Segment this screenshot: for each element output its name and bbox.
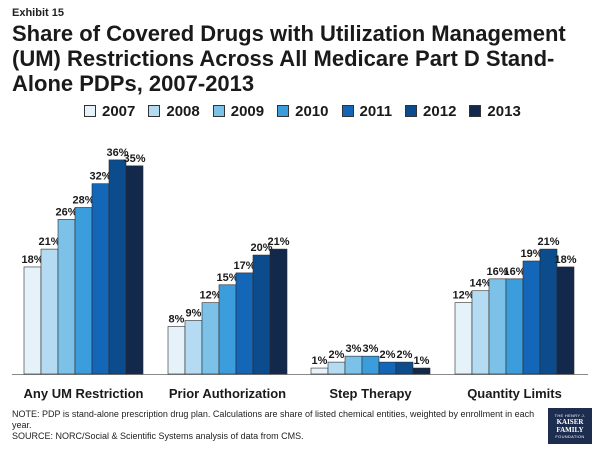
legend-item-2010: 2010 bbox=[277, 102, 329, 120]
data-label: 15% bbox=[216, 272, 238, 284]
legend-label: 2007 bbox=[102, 102, 136, 120]
legend-label: 2008 bbox=[166, 102, 200, 120]
bar-2010-2 bbox=[361, 355, 380, 375]
kff-logo: THE HENRY J. KAISER FAMILY FOUNDATION bbox=[548, 408, 592, 444]
data-label: 2% bbox=[397, 349, 413, 361]
bar-2011-1 bbox=[235, 272, 254, 375]
legend: 2007 2008 2009 2010 2011 2012 2013 bbox=[84, 101, 521, 121]
legend-item-2013: 2013 bbox=[469, 102, 521, 120]
data-label: 28% bbox=[72, 194, 94, 206]
bar-2013-1 bbox=[269, 248, 288, 375]
bar-2009-2 bbox=[344, 355, 363, 375]
legend-swatch bbox=[212, 105, 225, 117]
legend-item-2007: 2007 bbox=[84, 103, 135, 120]
bar-2013-2 bbox=[412, 367, 431, 375]
data-label: 16% bbox=[503, 266, 525, 278]
bar-2007-2 bbox=[310, 367, 329, 375]
bar-2011-0 bbox=[91, 183, 110, 375]
category-label: Quantity Limits bbox=[467, 386, 562, 401]
bar-2009-0 bbox=[57, 219, 76, 375]
data-label: 14% bbox=[469, 278, 491, 290]
legend-label: 2011 bbox=[359, 102, 393, 120]
bar-2008-3 bbox=[471, 290, 490, 375]
bar-2011-2 bbox=[378, 361, 397, 375]
legend-swatch bbox=[148, 105, 161, 117]
bar-2008-0 bbox=[40, 248, 59, 375]
data-label: 19% bbox=[520, 248, 542, 260]
data-label: 17% bbox=[233, 260, 255, 272]
bar-2012-1 bbox=[252, 254, 271, 375]
bar-2012-3 bbox=[539, 248, 558, 375]
bar-2013-3 bbox=[556, 266, 575, 375]
bar-2009-1 bbox=[201, 302, 220, 375]
bar-2008-1 bbox=[184, 320, 203, 375]
bar-2013-0 bbox=[125, 165, 144, 375]
data-label: 35% bbox=[123, 153, 145, 165]
data-label: 1% bbox=[312, 355, 328, 367]
source-text: SOURCE: NORC/Social & Scientific Systems… bbox=[12, 431, 304, 441]
data-label: 21% bbox=[267, 236, 289, 248]
legend-item-2008: 2008 bbox=[148, 102, 200, 120]
data-label: 36% bbox=[106, 147, 128, 159]
legend-swatch bbox=[84, 105, 96, 117]
data-label: 21% bbox=[38, 236, 60, 248]
legend-label: 2010 bbox=[295, 102, 329, 120]
data-label: 12% bbox=[199, 290, 221, 302]
exhibit-label: Exhibit 15 bbox=[12, 7, 64, 19]
category-label: Any UM Restriction bbox=[24, 386, 144, 401]
legend-item-2009: 2009 bbox=[212, 102, 265, 120]
category-label: Step Therapy bbox=[329, 386, 412, 401]
legend-label: 2012 bbox=[423, 102, 457, 120]
data-label: 20% bbox=[250, 242, 272, 254]
legend-swatch bbox=[469, 105, 482, 117]
legend-swatch bbox=[277, 105, 290, 117]
data-label: 1% bbox=[414, 355, 430, 367]
bar-2010-1 bbox=[218, 284, 237, 375]
data-label: 3% bbox=[363, 343, 379, 355]
footnote: NOTE: PDP is stand-alone prescription dr… bbox=[12, 409, 542, 442]
data-label: 8% bbox=[169, 313, 185, 325]
data-label: 26% bbox=[55, 206, 77, 218]
note-text: NOTE: PDP is stand-alone prescription dr… bbox=[12, 409, 535, 430]
data-label: 9% bbox=[186, 307, 202, 319]
legend-label: 2009 bbox=[230, 102, 265, 120]
data-label: 2% bbox=[380, 349, 396, 361]
bar-2010-3 bbox=[505, 278, 524, 375]
data-label: 18% bbox=[554, 254, 576, 266]
bar-2012-0 bbox=[108, 159, 127, 375]
bar-2009-3 bbox=[488, 278, 507, 375]
data-label: 18% bbox=[21, 254, 43, 266]
data-label: 12% bbox=[452, 290, 474, 302]
data-label: 21% bbox=[537, 236, 559, 248]
legend-item-2011: 2011 bbox=[341, 102, 393, 120]
chart-title: Share of Covered Drugs with Utilization … bbox=[12, 21, 566, 96]
bar-2012-2 bbox=[395, 361, 414, 375]
bar-chart: 18% 21% 26%28% 32% 36%35% Any UM Restriction 8… bbox=[12, 147, 588, 401]
data-label: 3% bbox=[346, 343, 362, 355]
bar-2007-0 bbox=[23, 266, 42, 375]
legend-label: 2013 bbox=[487, 102, 521, 120]
category-label: Prior Authorization bbox=[169, 386, 286, 401]
legend-swatch bbox=[341, 105, 354, 117]
legend-item-2012: 2012 bbox=[405, 103, 456, 120]
legend-swatch bbox=[405, 105, 418, 117]
bar-2008-2 bbox=[327, 361, 346, 375]
bar-2011-3 bbox=[522, 260, 541, 375]
bar-2007-3 bbox=[454, 302, 473, 375]
data-label: 32% bbox=[89, 171, 111, 183]
bar-2010-0 bbox=[74, 207, 93, 375]
data-label: 16% bbox=[486, 266, 508, 278]
data-label: 2% bbox=[329, 349, 345, 361]
bar-2007-1 bbox=[167, 326, 186, 375]
